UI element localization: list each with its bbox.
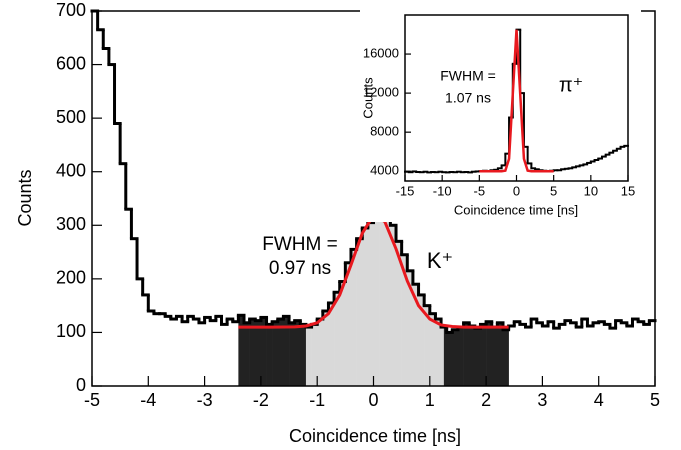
region-fill <box>463 322 470 386</box>
region-fill <box>350 249 357 386</box>
x-axis-label: Coincidence time [ns] <box>289 426 461 446</box>
y-axis-label: Counts <box>360 77 375 119</box>
x-tick-label: 0 <box>368 390 378 410</box>
region-fill <box>424 305 431 386</box>
region-fill <box>429 313 436 386</box>
region-fill <box>294 320 301 386</box>
region-fill <box>457 327 464 386</box>
region-fill <box>272 321 279 386</box>
region-fill <box>480 324 487 386</box>
y-tick-label: 16000 <box>363 45 399 60</box>
region-fill <box>283 316 290 386</box>
y-tick-label: 100 <box>56 321 86 341</box>
y-tick-label: 400 <box>56 160 86 180</box>
y-tick-label: 600 <box>56 53 86 73</box>
x-tick-label: 15 <box>621 183 635 198</box>
y-axis-label: Counts <box>15 169 35 226</box>
x-tick-label: 0 <box>513 183 520 198</box>
region-fill <box>469 326 476 386</box>
region-fill <box>491 327 498 386</box>
x-tick-label: -5 <box>84 390 100 410</box>
region-fill <box>446 332 453 386</box>
region-fill <box>435 319 442 386</box>
x-tick-label: 5 <box>550 183 557 198</box>
annotation: K⁺ <box>427 248 453 273</box>
x-tick-label: 1 <box>425 390 435 410</box>
region-fill <box>396 241 402 386</box>
x-axis-label: Coincidence time [ns] <box>454 202 578 217</box>
x-tick-label: 3 <box>537 390 547 410</box>
region-fill <box>502 329 509 386</box>
annotation: 1.07 ns <box>445 90 491 106</box>
x-tick-label: -15 <box>396 183 415 198</box>
region-fill <box>373 214 380 386</box>
region-fill <box>289 322 295 386</box>
region-fill <box>384 217 391 386</box>
region-fill <box>412 284 419 386</box>
region-fill <box>244 322 250 386</box>
x-tick-label: 5 <box>650 390 660 410</box>
x-tick-label: -3 <box>197 390 213 410</box>
y-tick-label: 200 <box>56 268 86 288</box>
x-tick-label: -4 <box>140 390 156 410</box>
fit-curve <box>479 29 554 173</box>
x-tick-label: -5 <box>474 183 486 198</box>
region-fill <box>452 329 459 386</box>
region-fill <box>345 262 352 386</box>
y-tick-label: 500 <box>56 107 86 127</box>
region-fill <box>305 327 312 386</box>
x-tick-label: 4 <box>594 390 604 410</box>
region-fill <box>300 324 307 386</box>
region-fill <box>362 227 369 386</box>
y-tick-label: 4000 <box>370 163 399 178</box>
region-fill <box>328 302 335 386</box>
y-tick-label: 8000 <box>370 124 399 139</box>
region-fill <box>266 324 273 386</box>
region-fill <box>317 319 324 386</box>
region-fill <box>311 324 318 386</box>
region-fill <box>367 222 374 386</box>
region-fill <box>486 321 493 386</box>
region-fill <box>418 294 425 386</box>
region-fill <box>277 319 284 386</box>
annotation: FWHM = <box>440 68 496 84</box>
region-fill <box>260 317 267 386</box>
region-fill <box>339 281 346 386</box>
region-fill <box>356 238 363 386</box>
x-tick-label: 10 <box>584 183 598 198</box>
region-fill <box>443 327 447 386</box>
y-tick-label: 700 <box>56 0 86 20</box>
region-fill <box>474 328 481 386</box>
region-fill <box>390 225 397 386</box>
annotation: π⁺ <box>559 74 583 96</box>
x-tick-label: -2 <box>253 390 269 410</box>
x-tick-label: -1 <box>309 390 325 410</box>
region-fill <box>249 319 256 386</box>
x-tick-label: -10 <box>433 183 452 198</box>
region-fill <box>255 320 262 386</box>
region-fill <box>238 315 245 386</box>
region-fill <box>322 311 329 386</box>
annotation: FWHM = <box>262 234 337 255</box>
y-tick-label: 0 <box>76 375 86 395</box>
region-fill <box>379 213 386 386</box>
region-fill <box>401 254 408 386</box>
annotation: 0.97 ns <box>269 258 331 279</box>
y-tick-label: 12000 <box>363 85 399 100</box>
x-tick-label: 2 <box>481 390 491 410</box>
region-fill <box>441 327 445 386</box>
region-fill <box>497 322 504 386</box>
y-tick-label: 300 <box>56 214 86 234</box>
region-fill <box>334 292 341 386</box>
region-fill <box>407 270 414 386</box>
inset-frame <box>360 8 641 222</box>
